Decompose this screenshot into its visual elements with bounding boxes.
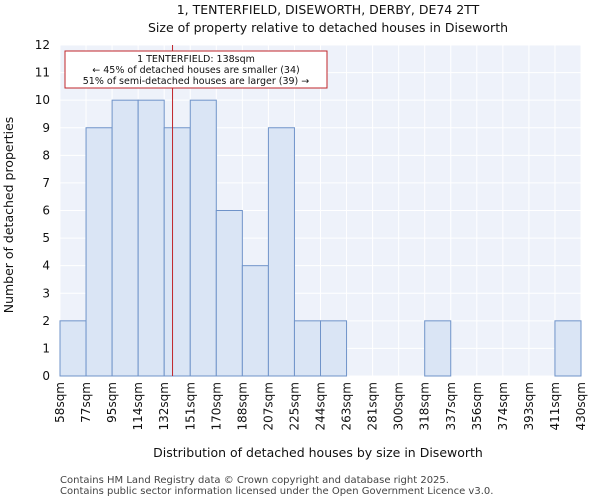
y-tick-label: 6 — [42, 204, 50, 218]
y-tick-label: 0 — [42, 369, 50, 383]
y-tick-label: 11 — [35, 66, 50, 80]
x-tick-label: 225sqm — [287, 382, 301, 430]
y-tick-label: 12 — [35, 38, 50, 52]
bar-58sqm — [59, 320, 87, 377]
chart-subtitle: Size of property relative to detached ho… — [148, 20, 508, 35]
y-tick-label: 9 — [42, 121, 50, 135]
x-tick-label: 114sqm — [131, 382, 145, 430]
x-ticks: 58sqm 77sqm 95sqm 114sqm 132sqm 151sqm 170sqm 1… — [53, 382, 588, 430]
annotation-line-1: 1 TENTERFIELD: 138sqm — [137, 54, 255, 65]
x-tick-label: 188sqm — [235, 382, 249, 430]
x-tick-label: 356sqm — [470, 382, 484, 430]
x-tick-label: 263sqm — [340, 382, 354, 430]
x-tick-label: 77sqm — [79, 382, 93, 423]
y-tick-label: 8 — [42, 148, 50, 162]
x-tick-label: 244sqm — [314, 382, 328, 430]
x-tick-label: 300sqm — [392, 382, 406, 430]
x-tick-label: 207sqm — [261, 382, 275, 430]
bar-114sqm — [137, 99, 165, 377]
y-tick-label: 3 — [42, 286, 50, 300]
x-tick-label: 281sqm — [366, 382, 380, 430]
footer-line-1: Contains HM Land Registry data © Crown c… — [60, 475, 449, 486]
x-tick-label: 393sqm — [522, 382, 536, 430]
y-tick-label: 10 — [35, 93, 50, 107]
bar-132sqm — [163, 127, 191, 377]
x-tick-label: 411sqm — [548, 382, 562, 430]
x-tick-label: 95sqm — [105, 382, 119, 423]
bar-411sqm — [554, 320, 582, 377]
bar-188sqm — [241, 265, 269, 377]
y-tick-label: 1 — [42, 341, 50, 355]
bar-244sqm — [320, 320, 348, 377]
x-tick-label: 170sqm — [209, 382, 223, 430]
footer-line-2: Contains public sector information licen… — [60, 486, 493, 497]
bar-77sqm — [85, 127, 113, 377]
x-tick-label: 151sqm — [183, 382, 197, 430]
y-tick-label: 5 — [42, 231, 50, 245]
bars — [59, 99, 582, 377]
annotation-line-3: 51% of semi-detached houses are larger (… — [83, 76, 310, 87]
x-tick-label: 58sqm — [53, 382, 67, 423]
annotation-line-2: ← 45% of detached houses are smaller (34… — [92, 65, 299, 76]
bar-151sqm — [189, 99, 217, 377]
x-tick-label: 374sqm — [496, 382, 510, 430]
y-tick-label: 7 — [42, 176, 50, 190]
bar-170sqm — [215, 210, 243, 377]
y-axis-label: Number of detached properties — [1, 117, 16, 314]
x-tick-label: 318sqm — [418, 382, 432, 430]
x-tick-label: 132sqm — [157, 382, 171, 430]
bar-318sqm — [424, 320, 452, 377]
bar-207sqm — [267, 127, 295, 377]
chart-title: 1, TENTERFIELD, DISEWORTH, DERBY, DE74 2… — [177, 2, 480, 17]
x-tick-label: 430sqm — [574, 382, 588, 430]
x-axis-label: Distribution of detached houses by size … — [153, 445, 483, 460]
x-tick-label: 337sqm — [444, 382, 458, 430]
y-tick-label: 4 — [42, 259, 50, 273]
bar-225sqm — [293, 320, 322, 377]
y-tick-label: 2 — [42, 314, 50, 328]
bar-95sqm — [111, 99, 139, 377]
annotation-box — [64, 50, 328, 89]
